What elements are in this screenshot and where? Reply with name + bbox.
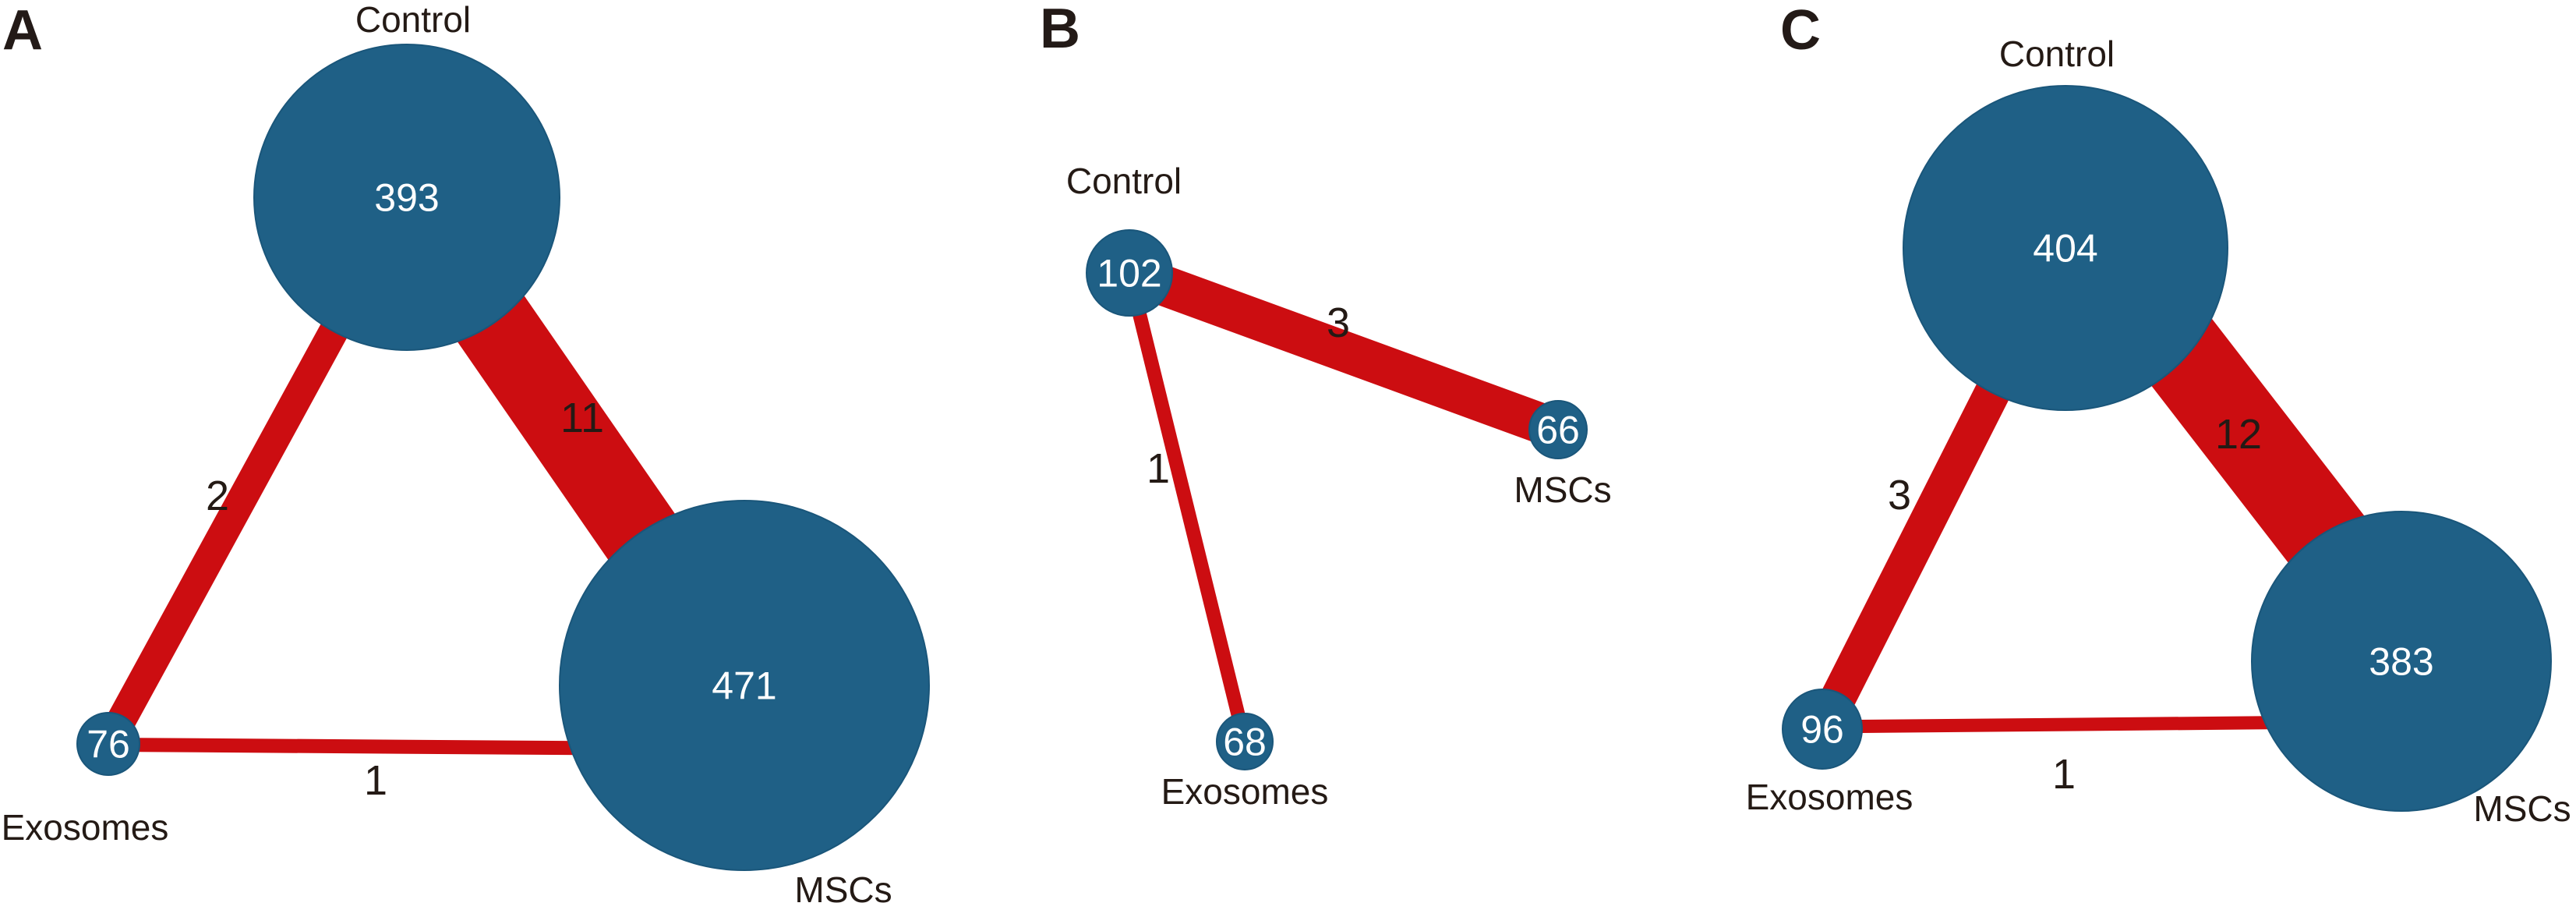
- panel-b-edge-control-exosomes-label: 1: [1147, 445, 1170, 492]
- panel-a-node-exosomes-label: Exosomes: [2, 807, 169, 848]
- panel-a-edge-exosomes-mscs-label: 1: [364, 757, 387, 804]
- panel-c-node-control-label: Control: [1999, 34, 2115, 74]
- panel-b-node-exosomes-value: 68: [1223, 721, 1267, 764]
- panel-c-node-mscs: [2251, 511, 2552, 812]
- panel-a-node-mscs-label: MSCs: [794, 869, 892, 910]
- panel-c-edge-exosomes-mscs: [1822, 715, 2333, 734]
- panel-c-edge-control-exosomes-label: 3: [1888, 472, 1911, 519]
- panel-c-node-control: [1903, 85, 2228, 411]
- panel-b-node-control-label: Control: [1066, 161, 1182, 201]
- panel-a-edge-control-mscs-label: 11: [560, 395, 604, 441]
- panel-letter-c: C: [1780, 0, 1821, 62]
- panel-c-node-exosomes: [1782, 689, 1863, 770]
- panel-b-node-control: [1086, 229, 1173, 317]
- panel-b-node-exosomes: [1216, 713, 1274, 770]
- panel-a: 11 2 1 393 471 76 Control MSCs Exosomes A: [2, 0, 930, 910]
- panel-a-node-control-label: Control: [355, 0, 471, 40]
- panel-b-node-exosomes-label: Exosomes: [1161, 771, 1329, 812]
- panel-a-node-control-value: 393: [374, 176, 439, 220]
- panel-a-edge-control-exosomes-label: 2: [206, 473, 229, 519]
- panel-a-node-exosomes: [76, 712, 140, 776]
- panel-b-edge-control-mscs-label: 3: [1327, 299, 1350, 346]
- panel-c-edge-control-mscs-label: 12: [2215, 411, 2262, 458]
- panel-c: 12 3 1 404 383 96 Control MSCs Exosomes C: [1746, 0, 2571, 829]
- panel-b-node-mscs-value: 66: [1536, 409, 1580, 452]
- panel-c-edge-control-mscs: [2139, 316, 2370, 577]
- panel-a-node-mscs-value: 471: [712, 664, 776, 708]
- panel-a-node-mscs: [559, 500, 930, 871]
- panel-a-node-exosomes-value: 76: [87, 723, 130, 767]
- panel-b-edge-control-exosomes: [1122, 271, 1252, 744]
- panel-c-node-mscs-label: MSCs: [2473, 788, 2571, 829]
- panel-b-node-mscs: [1528, 400, 1588, 459]
- panel-b: 3 1 102 66 68 Control MSCs Exosomes B: [1040, 0, 1612, 812]
- panel-c-node-mscs-value: 383: [2369, 640, 2433, 684]
- panel-b-node-control-value: 102: [1097, 252, 1161, 296]
- panel-b-edge-control-mscs: [1122, 253, 1565, 449]
- panel-letter-a: A: [2, 0, 43, 62]
- panel-letter-b: B: [1040, 0, 1080, 60]
- panel-a-node-control: [253, 44, 560, 351]
- panel-c-node-exosomes-label: Exosomes: [1746, 777, 1913, 817]
- panel-c-node-control-value: 404: [2033, 227, 2097, 271]
- panel-b-node-mscs-label: MSCs: [1514, 469, 1611, 510]
- panel-c-node-exosomes-value: 96: [1800, 708, 1844, 752]
- panel-c-edge-exosomes-mscs-label: 1: [2052, 751, 2076, 798]
